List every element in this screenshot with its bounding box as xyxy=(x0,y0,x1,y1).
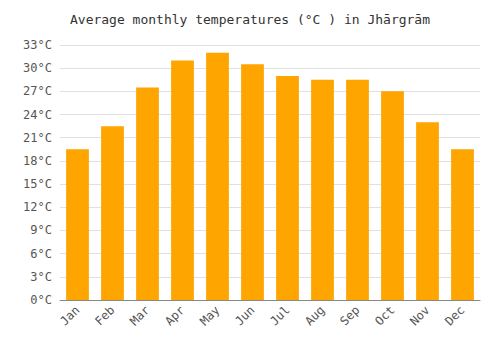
svg-text:33°C: 33°C xyxy=(23,38,52,52)
svg-text:Jul: Jul xyxy=(267,303,292,328)
svg-text:15°C: 15°C xyxy=(23,177,52,191)
svg-text:Average monthly temperatures (: Average monthly temperatures (°C ) in Jh… xyxy=(70,12,430,27)
svg-text:Aug: Aug xyxy=(302,303,327,328)
svg-text:18°C: 18°C xyxy=(23,154,52,168)
svg-text:May: May xyxy=(197,303,222,328)
svg-text:Oct: Oct xyxy=(372,303,397,328)
svg-text:6°C: 6°C xyxy=(30,247,52,261)
svg-text:Dec: Dec xyxy=(442,303,467,328)
svg-text:Mar: Mar xyxy=(127,303,152,328)
svg-text:Sep: Sep xyxy=(337,303,362,328)
svg-text:30°C: 30°C xyxy=(23,61,52,75)
svg-text:0°C: 0°C xyxy=(30,293,52,307)
svg-text:Jun: Jun xyxy=(232,303,257,328)
svg-text:Feb: Feb xyxy=(92,303,117,328)
svg-text:Apr: Apr xyxy=(162,303,187,328)
svg-text:Nov: Nov xyxy=(407,303,432,328)
svg-text:27°C: 27°C xyxy=(23,84,52,98)
svg-text:12°C: 12°C xyxy=(23,200,52,214)
svg-text:3°C: 3°C xyxy=(30,270,52,284)
svg-text:21°C: 21°C xyxy=(23,131,52,145)
svg-text:Jan: Jan xyxy=(57,303,82,328)
svg-text:9°C: 9°C xyxy=(30,223,52,237)
svg-text:24°C: 24°C xyxy=(23,108,52,122)
